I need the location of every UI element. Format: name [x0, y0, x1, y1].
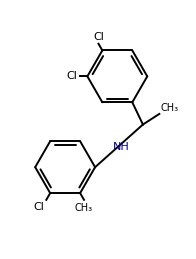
Text: Cl: Cl [93, 32, 104, 42]
Text: CH₃: CH₃ [75, 203, 93, 213]
Text: Cl: Cl [67, 71, 78, 81]
Text: NH: NH [113, 142, 129, 152]
Text: Cl: Cl [34, 202, 44, 212]
Text: CH₃: CH₃ [160, 103, 178, 113]
